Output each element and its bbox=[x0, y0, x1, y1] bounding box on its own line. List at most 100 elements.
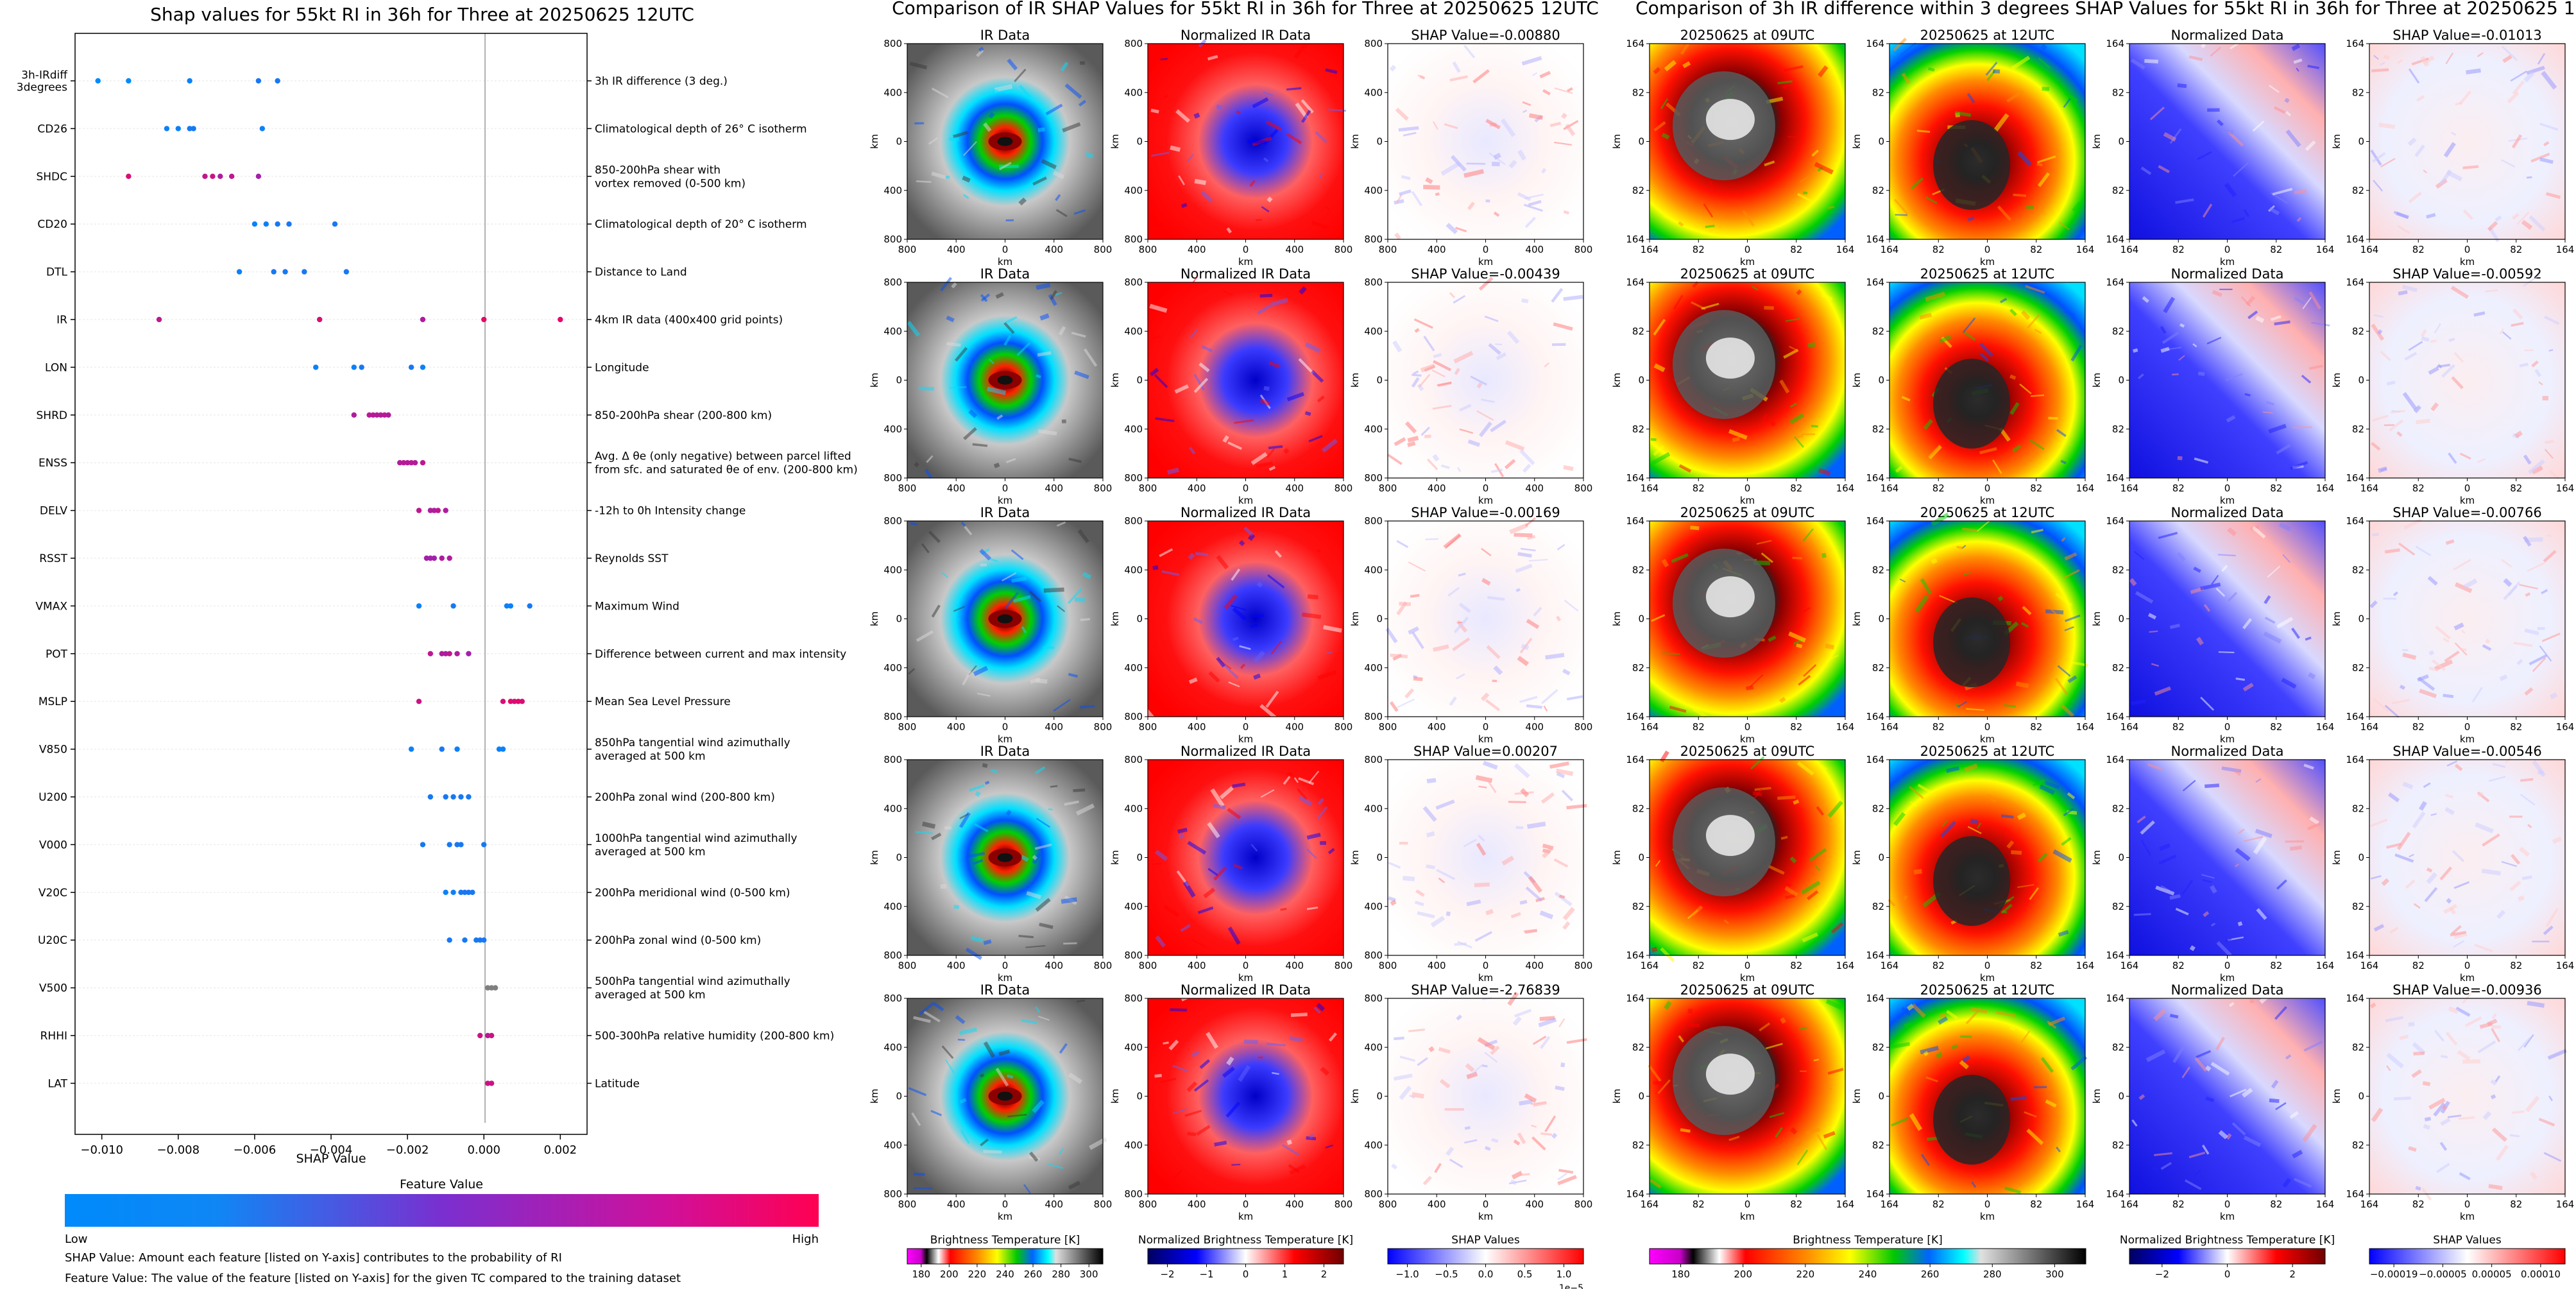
heatmap-texture bbox=[1485, 699, 1501, 712]
beeswarm-point bbox=[431, 555, 437, 561]
heatmap-texture bbox=[2393, 1097, 2411, 1101]
panel-y-tick-label: 0 bbox=[2358, 1091, 2364, 1102]
heatmap-texture bbox=[1263, 157, 1269, 162]
heatmap-texture bbox=[2200, 583, 2221, 591]
heatmap-texture bbox=[1766, 96, 1784, 104]
heatmap-texture bbox=[1423, 336, 1435, 352]
heatmap-texture bbox=[1522, 109, 1528, 114]
heatmap-texture bbox=[2011, 850, 2022, 855]
heatmap-texture bbox=[2060, 459, 2067, 465]
heatmap-texture bbox=[1181, 996, 1188, 1002]
colorbar-tick-label: 2 bbox=[1321, 1268, 1327, 1280]
heatmap-texture bbox=[2434, 1030, 2445, 1042]
heatmap-texture bbox=[1439, 1079, 1451, 1089]
beeswarm-point bbox=[427, 651, 434, 656]
feature-value-colorbar bbox=[65, 1194, 819, 1227]
heatmap-texture bbox=[1780, 835, 1788, 840]
panel-y-tick-label: 0 bbox=[1376, 852, 1383, 864]
cold-cloud-region bbox=[1933, 836, 2011, 926]
panel-y-tick-label: 400 bbox=[883, 901, 902, 912]
heatmap-texture bbox=[1259, 293, 1273, 298]
heatmap-texture bbox=[1407, 436, 1419, 443]
heatmap-texture bbox=[1662, 214, 1676, 224]
beeswarm-point bbox=[420, 316, 426, 323]
heatmap-texture bbox=[2548, 1095, 2554, 1102]
heatmap-texture bbox=[1825, 644, 1835, 650]
heatmap-texture bbox=[1678, 221, 1684, 227]
heatmap-texture bbox=[2155, 885, 2175, 896]
feature-code-label-line: LAT bbox=[47, 1077, 67, 1090]
heatmap-texture bbox=[1389, 701, 1399, 712]
panel-y-tick-label: 800 bbox=[883, 950, 902, 961]
heatmap-texture bbox=[1413, 370, 1419, 375]
panel-x-tick-label: 164 bbox=[2120, 482, 2139, 494]
beeswarm-point bbox=[484, 1080, 491, 1086]
heatmap-texture bbox=[918, 386, 935, 391]
heatmap-texture bbox=[1193, 617, 1203, 624]
heatmap-texture bbox=[1472, 69, 1490, 84]
heatmap-texture bbox=[2238, 828, 2245, 834]
heatmap-texture bbox=[2274, 1006, 2287, 1020]
heatmap-texture bbox=[1327, 848, 1335, 855]
heatmap-texture bbox=[2221, 565, 2228, 572]
heatmap-image bbox=[2129, 44, 2325, 239]
heatmap-texture bbox=[1557, 1172, 1568, 1181]
panel-y-axis-label: km bbox=[869, 373, 880, 388]
feature-description-label: 850-200hPa shear with vortex removed (0-5… bbox=[595, 164, 746, 190]
feature-code-label-line: DTL bbox=[46, 266, 67, 279]
heatmap-texture bbox=[2473, 311, 2486, 317]
heatmap-texture bbox=[1558, 1168, 1574, 1174]
heatmap-texture bbox=[2193, 567, 2201, 573]
heatmap-texture bbox=[1265, 690, 1279, 708]
heatmap-texture bbox=[1317, 395, 1325, 403]
heatmap-texture bbox=[2234, 863, 2239, 867]
panel-x-tick-label: 0 bbox=[1483, 1199, 1489, 1210]
panel-y-tick-label: 800 bbox=[883, 234, 902, 245]
panel-y-tick-label: 800 bbox=[883, 754, 902, 765]
heatmap-texture bbox=[2447, 1114, 2462, 1118]
beeswarm-point bbox=[431, 508, 437, 513]
beeswarm-point bbox=[458, 842, 464, 848]
heatmap-texture bbox=[1971, 1181, 1977, 1188]
panel-x-axis-label: km bbox=[1238, 495, 1253, 506]
panel-y-tick-label: 82 bbox=[2112, 185, 2124, 196]
heatmap-texture bbox=[1891, 1117, 1909, 1127]
heatmap-texture bbox=[2437, 364, 2443, 369]
heatmap-texture bbox=[2490, 1079, 2497, 1086]
heatmap-texture bbox=[1787, 135, 1800, 139]
heatmap-texture bbox=[1256, 581, 1263, 588]
panel-title: IR Data bbox=[980, 505, 1030, 520]
feature-code-label-line: V000 bbox=[39, 839, 67, 851]
panel-y-tick-label: 400 bbox=[1124, 803, 1143, 814]
panel-y-tick-label: 82 bbox=[1632, 564, 1644, 576]
heatmap-texture bbox=[1203, 887, 1216, 899]
heatmap-texture bbox=[1522, 101, 1531, 107]
heatmap-texture bbox=[1321, 438, 1338, 453]
panel-y-tick-label: 800 bbox=[1124, 993, 1143, 1004]
heatmap-texture bbox=[2274, 320, 2290, 326]
heatmap-panel-norm: Normalized IR Data8008004004000040040080… bbox=[1109, 982, 1352, 1222]
heatmap-texture bbox=[2383, 597, 2396, 600]
heatmap-texture bbox=[2040, 1057, 2054, 1073]
heatmap-texture bbox=[2370, 149, 2382, 166]
heatmap-texture bbox=[2216, 941, 2232, 957]
heatmap-texture bbox=[2235, 677, 2246, 681]
heatmap-texture bbox=[1648, 1064, 1662, 1082]
panel-y-tick-label: 800 bbox=[1364, 234, 1383, 245]
panel-y-tick-label: 82 bbox=[2352, 564, 2364, 576]
heatmap-texture bbox=[2386, 380, 2396, 386]
heatmap-texture bbox=[2530, 152, 2550, 163]
heatmap-texture bbox=[2488, 776, 2506, 782]
heatmap-texture bbox=[2530, 1171, 2538, 1180]
heatmap-texture bbox=[1043, 645, 1055, 649]
heatmap-texture bbox=[2153, 1008, 2167, 1021]
heatmap-texture bbox=[962, 194, 969, 200]
heatmap-texture bbox=[2006, 840, 2015, 849]
feature-code-label-line: RSST bbox=[39, 552, 67, 565]
heatmap-texture bbox=[1408, 626, 1419, 635]
colorbar-tick-label: 2 bbox=[2289, 1268, 2296, 1280]
panel-x-tick-label: 164 bbox=[1641, 244, 1659, 255]
heatmap-texture bbox=[1653, 318, 1666, 336]
beeswarm-point bbox=[450, 603, 456, 609]
heatmap-texture bbox=[2531, 360, 2539, 368]
